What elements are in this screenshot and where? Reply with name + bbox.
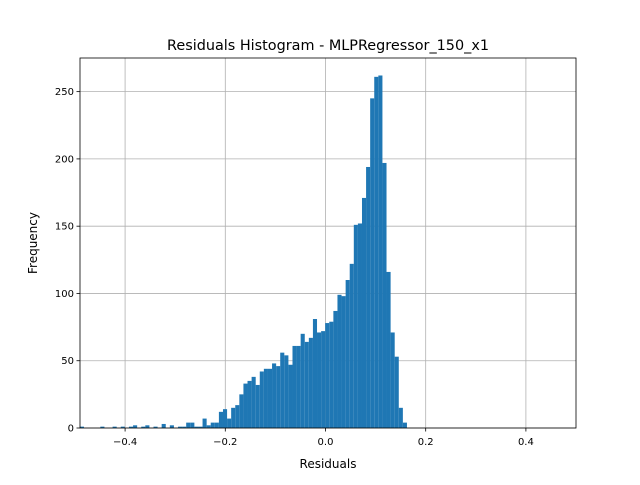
histogram-bar [361, 197, 367, 428]
histogram-bar [390, 332, 395, 428]
bars [79, 75, 407, 429]
histogram-bar [280, 352, 285, 428]
y-axis-label: Frequency [26, 212, 40, 274]
x-tick-label: 0.4 [518, 437, 534, 448]
y-tick-label: 0 [68, 424, 74, 435]
histogram-bar [341, 296, 346, 428]
histogram-bar [337, 294, 342, 428]
histogram-bar [272, 363, 277, 428]
histogram-bar [112, 426, 117, 428]
histogram-bar [374, 76, 379, 428]
histogram-bar [198, 426, 203, 428]
histogram-bar [255, 384, 260, 428]
histogram-bar [227, 418, 232, 428]
histogram-bar [178, 426, 183, 428]
histogram-bar [128, 426, 134, 428]
histogram-bar [353, 224, 358, 428]
histogram-bar [304, 341, 309, 428]
histogram-bar [357, 223, 362, 428]
histogram-bar [153, 426, 158, 428]
histogram-bar [300, 333, 305, 428]
histogram-bar [214, 422, 219, 428]
histogram-bar [141, 426, 146, 428]
histogram-bar [182, 426, 187, 428]
x-axis-label: Residuals [300, 457, 357, 471]
histogram-bar [202, 418, 207, 428]
histogram-bar [349, 263, 354, 428]
histogram-bar [325, 323, 330, 428]
histogram-bar [259, 371, 264, 428]
histogram-bar [276, 366, 281, 428]
histogram-bar [190, 422, 195, 428]
x-axis-ticks: −0.4 −0.2 0.0 0.2 0.4 [113, 428, 534, 448]
histogram-bar [312, 319, 318, 428]
histogram-bar [398, 407, 403, 428]
histogram-bar [370, 98, 375, 429]
histogram-bar [186, 422, 191, 428]
plot-frame [79, 57, 577, 429]
histogram-bar [239, 394, 244, 428]
histogram-bar [378, 75, 383, 429]
histogram-bar [251, 376, 256, 428]
histogram-bar [386, 271, 391, 428]
y-tick-label: 200 [55, 154, 74, 165]
grid [80, 58, 576, 429]
histogram-bar [161, 423, 166, 428]
y-tick-label: 250 [55, 87, 74, 98]
y-axis-ticks: 0 50 100 150 200 250 [55, 87, 80, 435]
x-tick-label: 0.0 [318, 437, 334, 448]
histogram-bar [317, 332, 322, 428]
histogram-bar [366, 166, 371, 429]
histogram-bar [145, 425, 150, 428]
histogram-bar [394, 356, 399, 428]
histogram-bar [247, 380, 252, 428]
histogram-bar [235, 405, 240, 428]
histogram-bar [267, 368, 273, 428]
histogram-bar [308, 337, 313, 428]
histogram-bar [243, 383, 248, 428]
histogram-bar [222, 409, 228, 428]
y-tick-label: 50 [61, 356, 74, 367]
histogram-bar [333, 310, 338, 428]
histogram-bar [100, 426, 105, 428]
histogram-bar [284, 355, 289, 428]
histogram-bar [206, 425, 211, 428]
chart-title: Residuals Histogram - MLPRegressor_150_x… [167, 38, 489, 54]
x-tick-label: −0.2 [213, 437, 237, 448]
histogram-bar [345, 280, 350, 428]
histogram-bar [382, 162, 387, 428]
x-tick-label: 0.2 [418, 437, 434, 448]
histogram-bar [402, 422, 407, 428]
histogram-bar [218, 411, 223, 428]
histogram-bar [133, 425, 138, 428]
histogram-bar [292, 345, 297, 428]
x-tick-label: −0.4 [113, 437, 137, 448]
histogram-bar [231, 407, 236, 428]
y-tick-label: 100 [55, 289, 74, 300]
histogram-bar [288, 364, 293, 428]
histogram-bar [120, 426, 125, 428]
y-tick-label: 150 [55, 222, 74, 233]
histogram-bar [169, 425, 174, 428]
histogram-bar [79, 426, 84, 428]
histogram-bar [194, 426, 199, 428]
histogram-bar [321, 331, 326, 428]
histogram-bar [329, 321, 334, 428]
histogram-bar [296, 345, 301, 428]
histogram-bar [263, 368, 268, 428]
histogram-bar [210, 422, 215, 428]
